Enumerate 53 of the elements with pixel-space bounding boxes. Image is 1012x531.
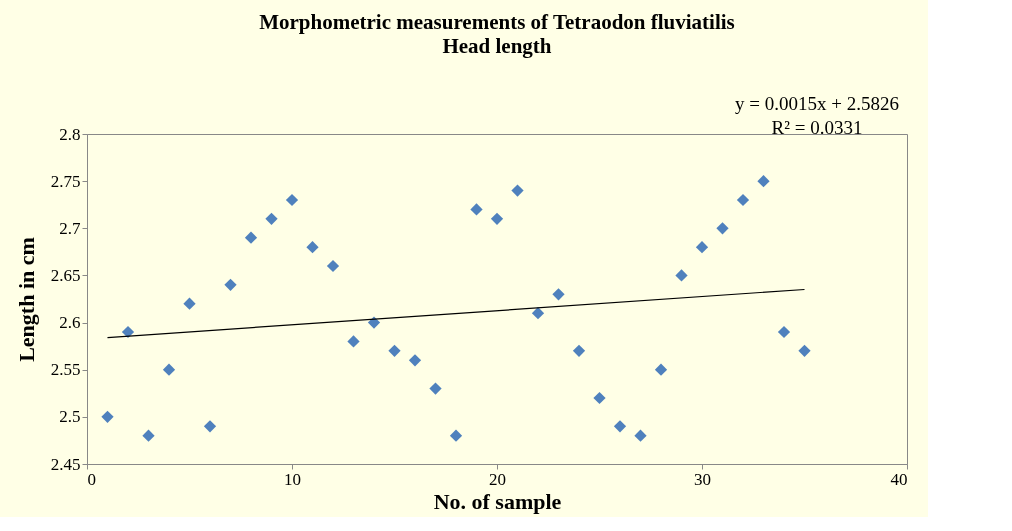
x-tick-label: 20 <box>489 469 506 489</box>
y-tick-label: 2.5 <box>59 407 81 427</box>
point <box>203 420 217 433</box>
point <box>634 429 647 442</box>
y-tick-label: 2.65 <box>50 265 81 285</box>
point <box>285 193 299 207</box>
y-tick-label: 2.7 <box>59 218 81 238</box>
point <box>613 420 627 433</box>
point <box>326 259 340 273</box>
point <box>490 212 504 225</box>
point <box>470 203 483 216</box>
point <box>162 363 176 376</box>
point <box>695 241 709 254</box>
text: y = 0.0015x + 2.5826 <box>735 93 899 114</box>
point <box>224 278 237 291</box>
point <box>757 175 770 188</box>
x-tick-label: 30 <box>694 469 711 489</box>
point <box>347 335 360 348</box>
x-axis-title: No. of sample <box>433 488 562 514</box>
y-tick-label: 2.6 <box>59 313 81 333</box>
point <box>552 288 565 301</box>
y-tick-label: 2.55 <box>50 360 81 380</box>
point <box>716 222 729 235</box>
y-axis-title: Length in cm <box>13 237 39 362</box>
point <box>265 212 278 225</box>
y-tick-label: 2.45 <box>50 454 81 474</box>
x-tick-label: 10 <box>284 469 301 489</box>
point <box>183 297 196 310</box>
point <box>593 391 606 405</box>
point <box>675 269 688 282</box>
point <box>306 241 319 254</box>
point <box>511 184 524 197</box>
point <box>654 363 668 376</box>
point <box>572 344 586 357</box>
point <box>388 344 401 357</box>
x-tick-label: 40 <box>890 469 908 489</box>
y-tick-label: 2.75 <box>50 171 81 191</box>
point <box>798 344 811 357</box>
point <box>449 429 463 442</box>
point <box>736 193 750 207</box>
point <box>101 410 114 423</box>
chart-title: Morphometric measurements of Tetraodon fluviatilis <box>259 10 735 34</box>
y-tick-label: 2.8 <box>59 124 81 144</box>
point <box>121 325 135 339</box>
point <box>244 231 258 244</box>
annotation: R² = 0.0331 <box>771 117 863 138</box>
point <box>408 354 422 367</box>
point <box>429 382 442 395</box>
point <box>777 325 791 339</box>
point <box>531 307 545 320</box>
point <box>142 429 155 442</box>
x-tick-label: 0 <box>87 469 96 489</box>
chart-subtitle: Head length <box>442 34 552 58</box>
